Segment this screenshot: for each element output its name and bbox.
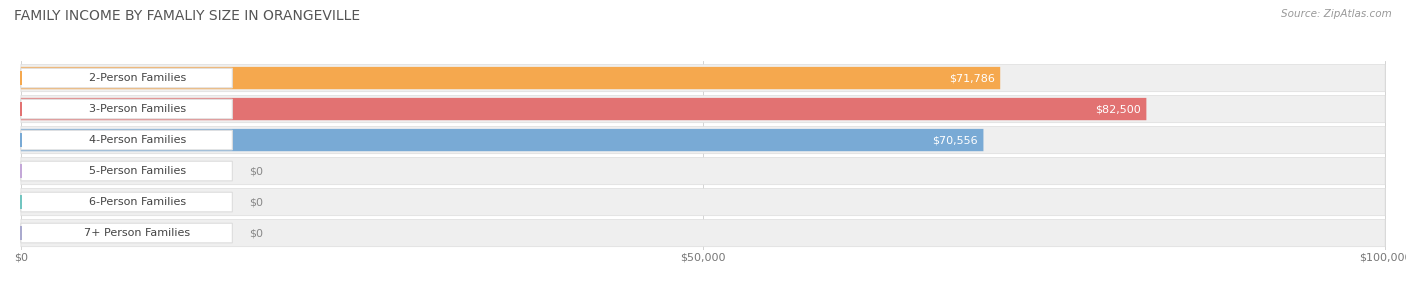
Text: Source: ZipAtlas.com: Source: ZipAtlas.com: [1281, 9, 1392, 19]
FancyBboxPatch shape: [21, 161, 232, 181]
FancyBboxPatch shape: [21, 64, 1385, 92]
Text: 3-Person Families: 3-Person Families: [89, 104, 186, 114]
Text: 7+ Person Families: 7+ Person Families: [84, 228, 190, 238]
Text: $71,786: $71,786: [949, 73, 995, 83]
Text: $0: $0: [249, 228, 263, 238]
Text: $70,556: $70,556: [932, 135, 979, 145]
Text: $82,500: $82,500: [1095, 104, 1140, 114]
Text: 6-Person Families: 6-Person Families: [89, 197, 186, 207]
FancyBboxPatch shape: [21, 68, 232, 88]
Text: $0: $0: [249, 166, 263, 176]
Text: 5-Person Families: 5-Person Families: [89, 166, 186, 176]
FancyBboxPatch shape: [21, 157, 1385, 185]
FancyBboxPatch shape: [21, 223, 232, 243]
Text: 2-Person Families: 2-Person Families: [89, 73, 186, 83]
FancyBboxPatch shape: [21, 219, 1385, 247]
FancyBboxPatch shape: [21, 188, 1385, 216]
FancyBboxPatch shape: [21, 99, 232, 119]
Text: 4-Person Families: 4-Person Families: [89, 135, 186, 145]
FancyBboxPatch shape: [21, 95, 1385, 123]
Text: $0: $0: [249, 197, 263, 207]
Text: FAMILY INCOME BY FAMALIY SIZE IN ORANGEVILLE: FAMILY INCOME BY FAMALIY SIZE IN ORANGEV…: [14, 9, 360, 23]
FancyBboxPatch shape: [21, 129, 983, 151]
FancyBboxPatch shape: [21, 130, 232, 150]
FancyBboxPatch shape: [21, 192, 232, 212]
FancyBboxPatch shape: [21, 67, 1000, 89]
FancyBboxPatch shape: [21, 98, 1146, 120]
FancyBboxPatch shape: [21, 126, 1385, 154]
